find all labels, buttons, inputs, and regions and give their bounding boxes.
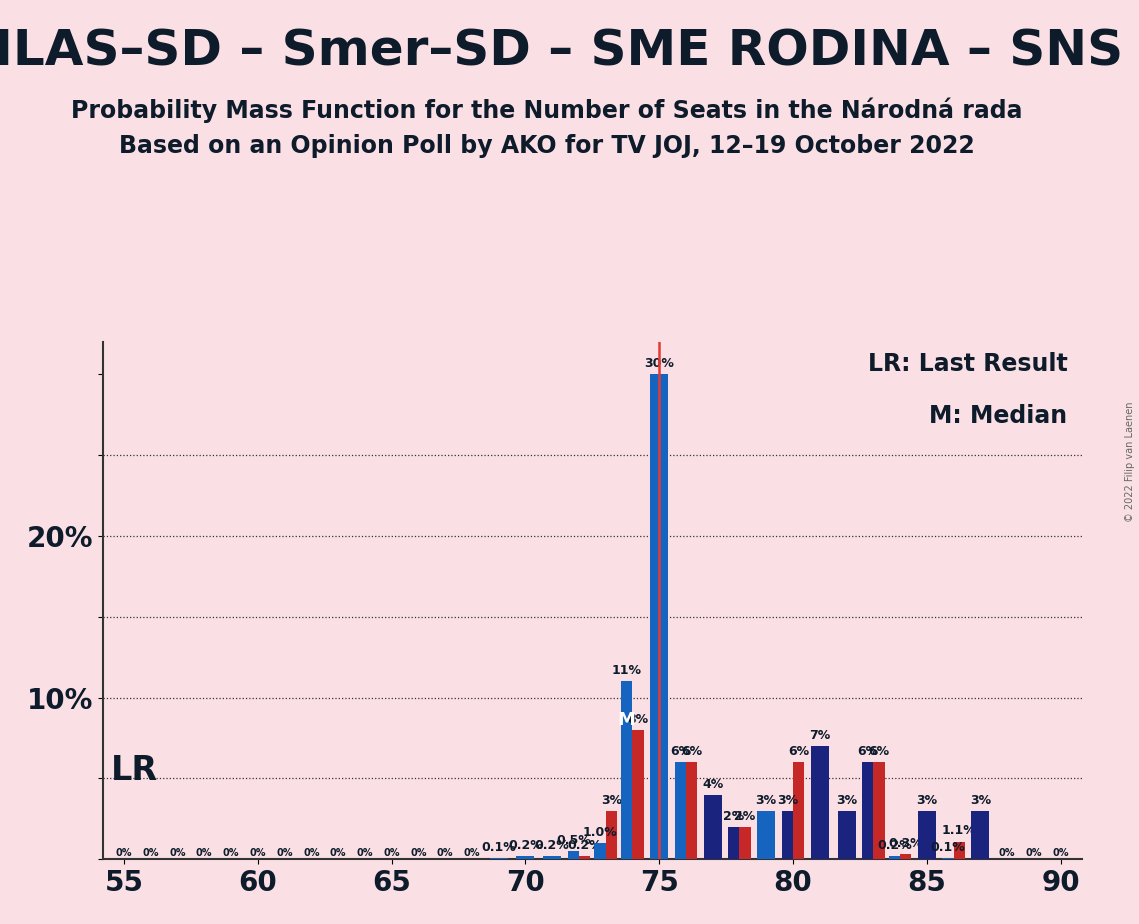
Text: 3%: 3%	[600, 794, 622, 807]
Text: 0.2%: 0.2%	[877, 839, 912, 852]
Bar	[650, 374, 669, 859]
Text: 0.3%: 0.3%	[888, 837, 923, 850]
Bar	[900, 855, 911, 859]
Bar	[543, 856, 562, 859]
Bar	[704, 795, 722, 859]
Text: 8%: 8%	[628, 713, 648, 726]
Bar	[811, 747, 829, 859]
Bar	[674, 762, 686, 859]
Bar	[686, 762, 697, 859]
Text: 0.2%: 0.2%	[534, 839, 570, 852]
Text: 0%: 0%	[410, 847, 427, 857]
Bar	[579, 856, 590, 859]
Text: 0%: 0%	[170, 847, 186, 857]
Text: 6%: 6%	[788, 746, 809, 759]
Bar	[739, 827, 751, 859]
Bar	[632, 730, 644, 859]
Text: 0.2%: 0.2%	[508, 839, 543, 852]
Text: LR: Last Result: LR: Last Result	[868, 352, 1067, 376]
Text: 3%: 3%	[755, 794, 777, 807]
Bar	[862, 762, 874, 859]
Bar	[888, 856, 900, 859]
Text: 0.1%: 0.1%	[931, 841, 966, 854]
Text: 0.1%: 0.1%	[482, 841, 516, 854]
Text: 3%: 3%	[836, 794, 857, 807]
Text: 0%: 0%	[330, 847, 346, 857]
Text: 7%: 7%	[809, 729, 830, 742]
Text: 0%: 0%	[1025, 847, 1042, 857]
Text: 1.1%: 1.1%	[942, 824, 976, 837]
Text: 30%: 30%	[645, 358, 674, 371]
Text: 0%: 0%	[384, 847, 400, 857]
Text: 3%: 3%	[969, 794, 991, 807]
Text: 0%: 0%	[223, 847, 239, 857]
Text: M: M	[617, 711, 636, 728]
Text: 0%: 0%	[464, 847, 481, 857]
Bar	[606, 811, 617, 859]
Text: 2%: 2%	[735, 810, 755, 823]
Bar	[567, 851, 579, 859]
Bar	[793, 762, 804, 859]
Bar	[953, 842, 965, 859]
Text: 6%: 6%	[868, 746, 890, 759]
Text: HLAS–SD – Smer–SD – SME RODINA – SNS: HLAS–SD – Smer–SD – SME RODINA – SNS	[0, 28, 1123, 76]
Text: 3%: 3%	[916, 794, 937, 807]
Text: 0.2%: 0.2%	[567, 839, 601, 852]
Bar	[837, 811, 855, 859]
Bar	[874, 762, 885, 859]
Text: 0.5%: 0.5%	[556, 834, 591, 847]
Text: 6%: 6%	[681, 746, 702, 759]
Bar	[918, 811, 936, 859]
Text: M: Median: M: Median	[929, 404, 1067, 428]
Bar	[595, 843, 606, 859]
Text: 6%: 6%	[858, 746, 878, 759]
Text: Based on an Opinion Poll by AKO for TV JOJ, 12–19 October 2022: Based on an Opinion Poll by AKO for TV J…	[118, 134, 975, 158]
Text: 0%: 0%	[142, 847, 159, 857]
Text: LR: LR	[110, 754, 157, 787]
Text: 0%: 0%	[357, 847, 374, 857]
Text: 6%: 6%	[670, 746, 691, 759]
Text: 0%: 0%	[249, 847, 267, 857]
Bar	[490, 857, 508, 859]
Bar	[972, 811, 990, 859]
Text: © 2022 Filip van Laenen: © 2022 Filip van Laenen	[1125, 402, 1134, 522]
Text: 0%: 0%	[1052, 847, 1068, 857]
Bar	[621, 682, 632, 859]
Bar	[757, 811, 776, 859]
Text: 2%: 2%	[723, 810, 745, 823]
Text: 4%: 4%	[702, 778, 723, 791]
Text: Probability Mass Function for the Number of Seats in the Národná rada: Probability Mass Function for the Number…	[71, 97, 1023, 123]
Text: 0%: 0%	[999, 847, 1015, 857]
Bar	[942, 857, 953, 859]
Text: 0%: 0%	[437, 847, 453, 857]
Text: 11%: 11%	[612, 664, 641, 677]
Text: 0%: 0%	[303, 847, 320, 857]
Text: 3%: 3%	[777, 794, 798, 807]
Text: 0%: 0%	[277, 847, 293, 857]
Text: 0%: 0%	[196, 847, 213, 857]
Bar	[728, 827, 739, 859]
Text: 0%: 0%	[116, 847, 132, 857]
Bar	[516, 856, 534, 859]
Bar	[781, 811, 793, 859]
Text: 1.0%: 1.0%	[583, 826, 617, 839]
